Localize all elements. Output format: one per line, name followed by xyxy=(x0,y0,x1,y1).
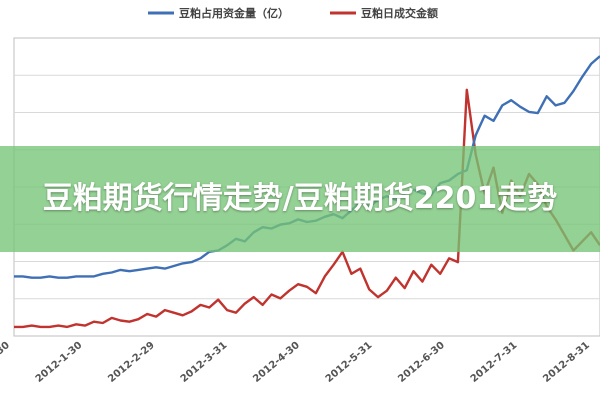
legend-label-funds: 豆粕占用资金量（亿） xyxy=(179,6,289,20)
legend-label-turnover: 豆粕日成交金额 xyxy=(361,6,438,20)
title-banner: 豆粕期货行情走势/豆粕期货2201走势 xyxy=(0,146,600,252)
banner-title: 豆粕期货行情走势/豆粕期货2201走势 xyxy=(42,181,558,216)
legend: 豆粕占用资金量（亿） 豆粕日成交金额 xyxy=(148,6,438,20)
